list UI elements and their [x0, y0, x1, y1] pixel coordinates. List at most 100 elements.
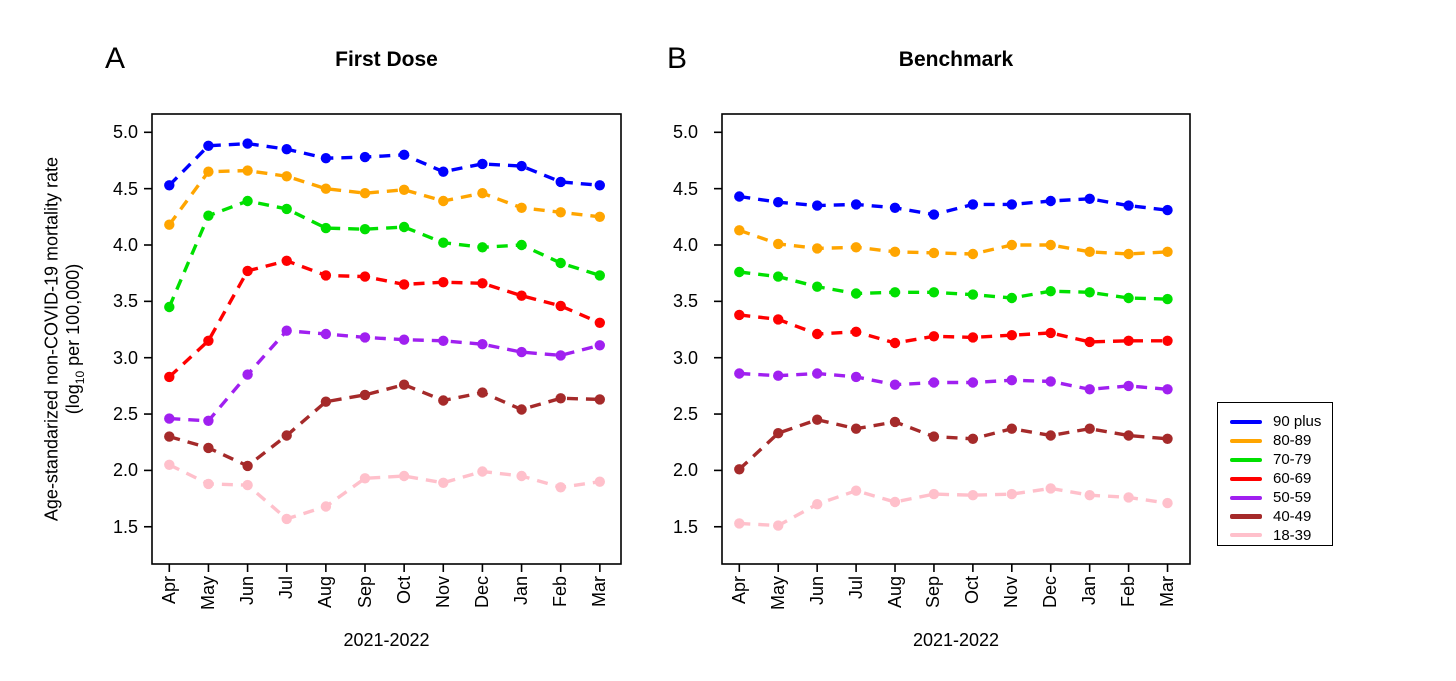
data-point-40-49 [889, 416, 901, 428]
data-point-40-49 [281, 430, 292, 441]
x-tick-label: Feb [1118, 576, 1139, 608]
data-point-70-79 [594, 270, 605, 281]
data-point-40-49 [773, 428, 784, 439]
x-tick-label: Aug [315, 576, 336, 609]
data-point-18-39 [203, 478, 214, 490]
data-point-90-plus [281, 144, 292, 155]
data-point-18-39 [1045, 483, 1056, 494]
x-tick-label: Nov [1001, 576, 1022, 609]
data-point-60-69 [734, 309, 745, 321]
data-point-70-79 [1045, 286, 1056, 297]
data-point-18-39 [734, 518, 745, 529]
legend-item-60-69: 60-69 [1218, 469, 1332, 488]
data-point-80-89 [1162, 246, 1173, 257]
data-point-80-89 [398, 184, 410, 195]
data-point-90-plus [1084, 193, 1095, 204]
data-point-70-79 [734, 266, 745, 278]
data-point-80-89 [164, 219, 175, 230]
data-point-18-39 [516, 470, 527, 482]
data-point-60-69 [242, 265, 253, 277]
series-line-60-69 [168, 259, 601, 379]
y-tick-label: 2.0 [672, 460, 698, 481]
data-point-40-49 [164, 431, 175, 442]
data-point-50-59 [734, 368, 745, 379]
y-axis-title-units: per 100,000) [63, 263, 84, 371]
x-tick-label: Sep [923, 576, 944, 609]
legend-item-18-39: 18-39 [1218, 526, 1332, 545]
series-line-50-59 [739, 371, 1168, 392]
y-axis-title-log-subscript: 10 [72, 370, 87, 385]
data-point-60-69 [594, 317, 605, 328]
legend-label: 18-39 [1273, 526, 1312, 544]
data-point-60-69 [398, 279, 410, 290]
data-point-60-69 [967, 332, 979, 343]
data-point-18-39 [438, 477, 449, 488]
y-tick-label: 1.5 [672, 516, 698, 537]
data-point-80-89 [1084, 246, 1095, 257]
data-point-18-39 [555, 482, 566, 493]
data-point-90-plus [773, 197, 784, 208]
data-point-80-89 [773, 238, 784, 250]
data-point-60-69 [477, 278, 488, 289]
data-point-90-plus [850, 199, 862, 210]
data-point-60-69 [164, 371, 175, 383]
x-tick-label: Jun [237, 576, 258, 606]
data-point-18-39 [967, 490, 979, 501]
data-point-80-89 [477, 188, 488, 199]
y-tick-label: 4.5 [112, 178, 138, 199]
series-line-18-39 [739, 486, 1168, 528]
data-point-18-39 [477, 466, 488, 477]
data-point-80-89 [555, 207, 566, 218]
data-point-50-59 [359, 332, 371, 343]
data-point-80-89 [320, 183, 332, 194]
data-point-70-79 [812, 281, 823, 292]
data-point-50-59 [164, 413, 175, 424]
data-point-90-plus [1006, 199, 1017, 210]
data-point-18-39 [850, 485, 862, 496]
data-point-50-59 [850, 371, 862, 383]
series-line-40-49 [738, 417, 1168, 471]
data-point-50-59 [203, 415, 214, 426]
legend-item-50-59: 50-59 [1218, 488, 1332, 507]
data-point-40-49 [555, 393, 566, 404]
x-tick-label: Apr [158, 576, 179, 605]
data-point-80-89 [359, 188, 371, 199]
series-line-18-39 [168, 463, 601, 521]
data-point-40-49 [812, 414, 823, 425]
data-point-50-59 [889, 379, 901, 390]
data-point-70-79 [1162, 293, 1173, 305]
data-point-80-89 [928, 247, 940, 259]
legend-swatch-50-59 [1230, 495, 1262, 500]
x-tick-label: Jun [806, 576, 827, 606]
data-point-60-69 [1084, 336, 1095, 348]
legend-label: 80-89 [1273, 432, 1312, 450]
data-point-50-59 [477, 339, 488, 350]
legend-label: 40-49 [1273, 507, 1312, 525]
data-point-70-79 [203, 210, 214, 221]
x-tick-label: Apr [728, 576, 749, 605]
x-tick-label: May [197, 576, 218, 611]
series-line-40-49 [168, 382, 600, 468]
legend-label: 50-59 [1273, 489, 1312, 506]
data-point-60-69 [850, 326, 862, 337]
x-tick-label: Jan [511, 576, 532, 606]
data-point-90-plus [1162, 204, 1173, 216]
data-point-60-69 [889, 337, 901, 349]
data-point-18-39 [242, 479, 253, 491]
x-axis-title-a: 2021-2022 [343, 630, 430, 650]
data-point-70-79 [889, 287, 901, 298]
data-point-18-39 [1006, 488, 1017, 500]
legend-swatch-18-39 [1230, 533, 1262, 538]
data-point-70-79 [850, 288, 862, 299]
legend-item-70-79: 70-79 [1218, 450, 1332, 469]
x-tick-label: Aug [884, 576, 905, 609]
data-point-18-39 [164, 459, 175, 470]
data-point-40-49 [477, 387, 488, 398]
data-point-80-89 [967, 248, 979, 260]
data-point-80-89 [812, 243, 823, 254]
data-point-18-39 [812, 499, 823, 510]
y-axis-title-log: (log [63, 384, 84, 415]
legend-swatch-80-89 [1230, 438, 1262, 443]
data-point-90-plus [320, 153, 332, 164]
